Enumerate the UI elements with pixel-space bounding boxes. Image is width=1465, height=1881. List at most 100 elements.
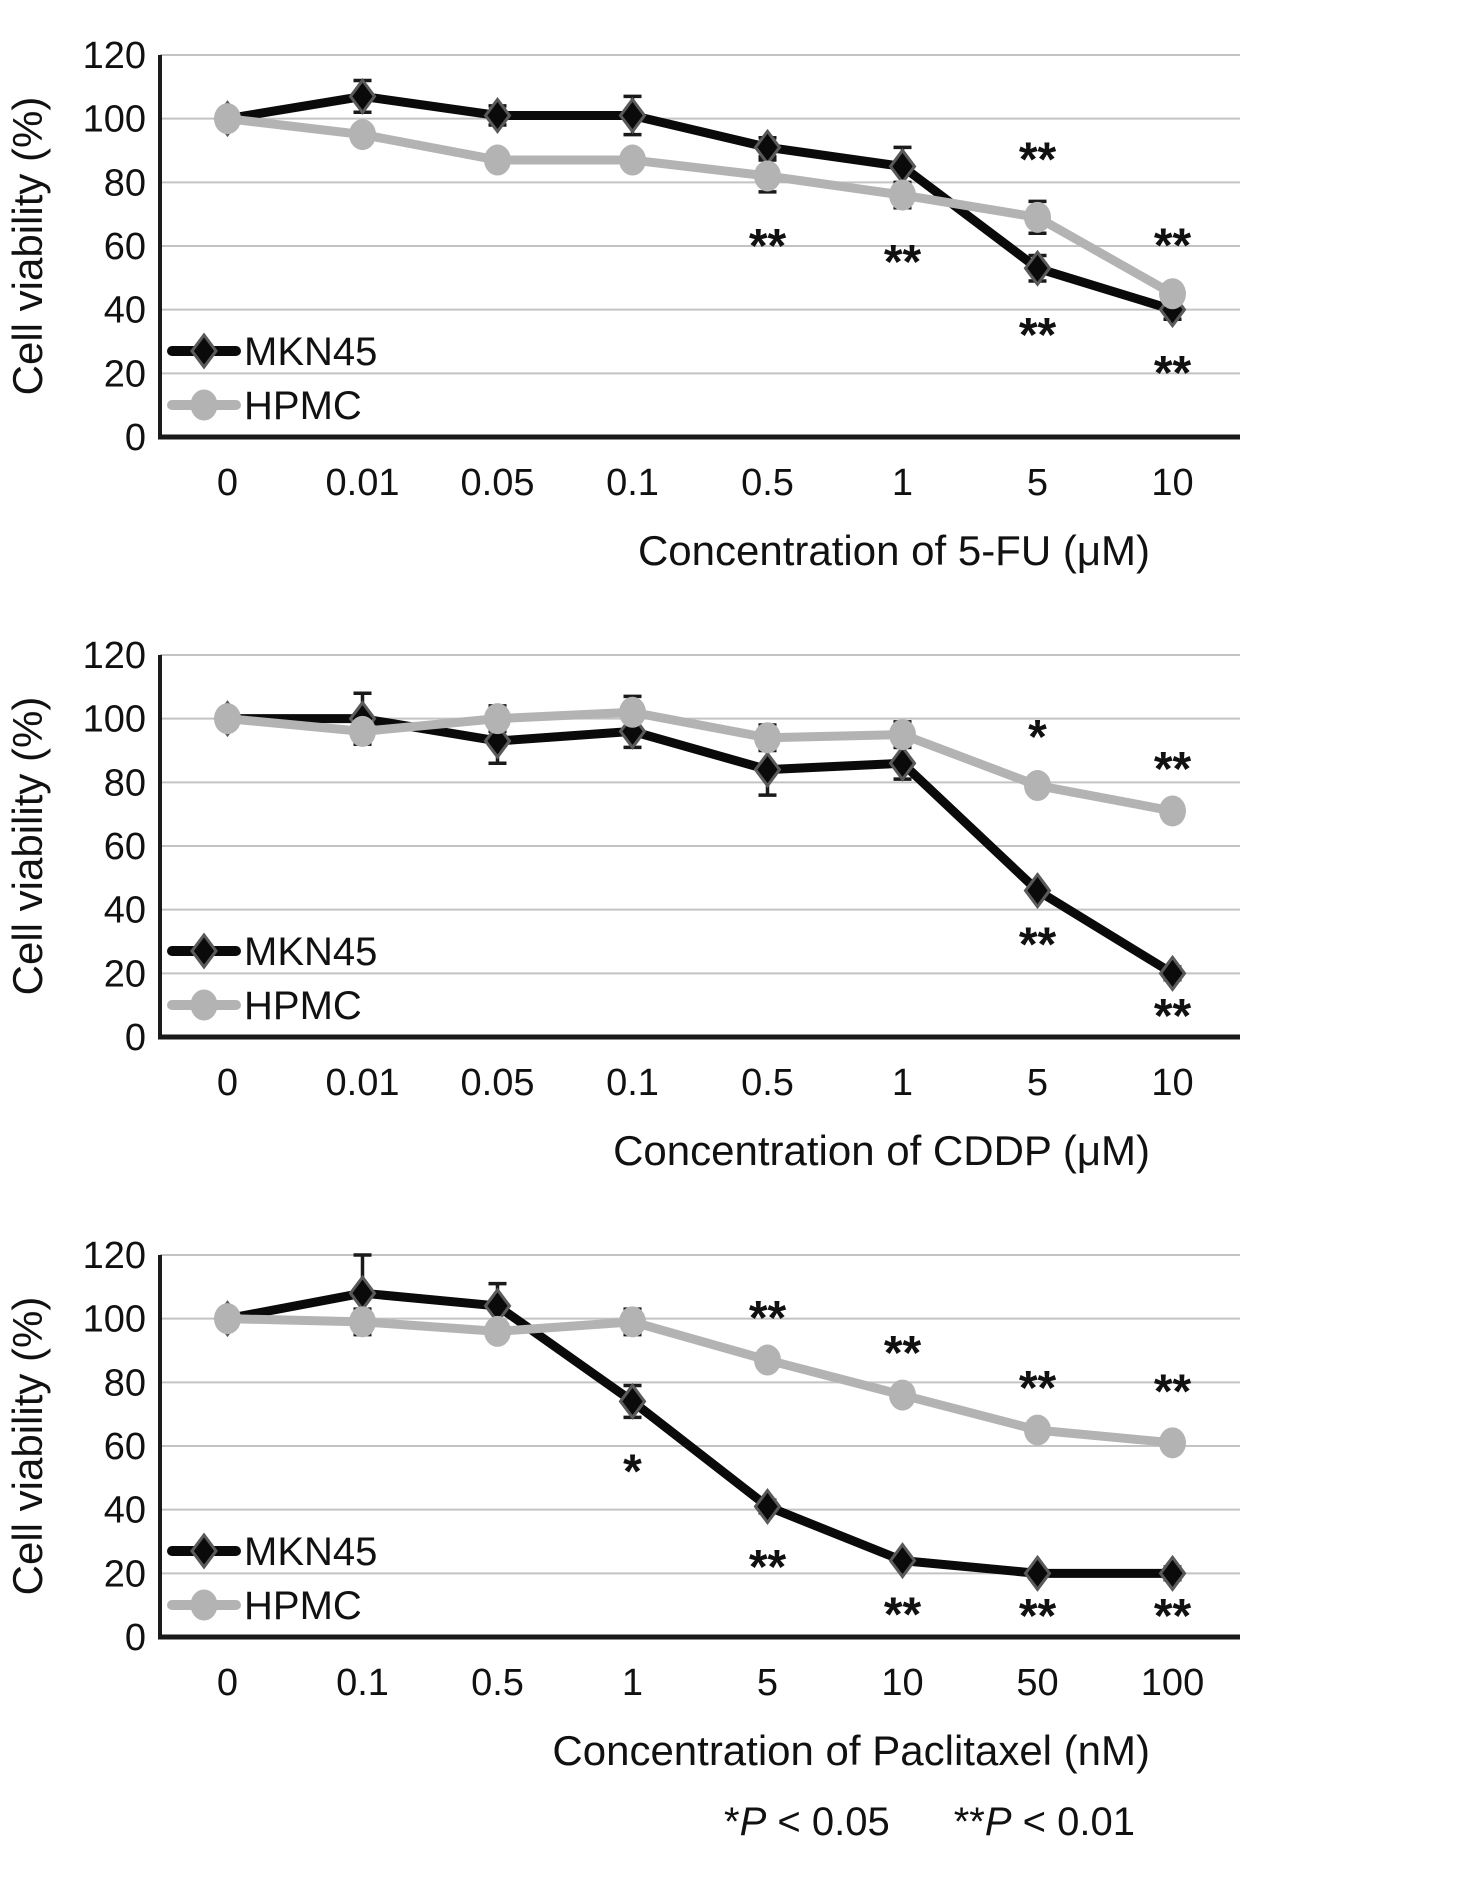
y-tick-label: 60 [104,826,146,868]
significance-footnote: *P < 0.05 **P < 0.01 [0,1800,1465,1880]
significance-marker: ** [1019,309,1057,362]
data-point-hpmc [619,696,646,728]
data-point-mkn45 [618,1382,647,1420]
x-tick-label: 0 [217,1062,238,1104]
x-tick-label: 0.1 [336,1662,389,1704]
y-tick-label: 60 [104,226,146,268]
series-line-mkn45 [223,91,1177,315]
significance-marker: ** [1019,1590,1057,1643]
legend-marker-mkn45 [190,332,218,370]
x-tick-label: 0 [217,1662,238,1704]
data-point-hpmc [1024,201,1051,233]
data-point-hpmc [889,179,916,211]
data-point-hpmc [484,703,511,735]
data-point-hpmc [214,1303,241,1335]
data-point-hpmc [1159,1427,1186,1459]
p-threshold: < 0.05 [766,1800,890,1844]
data-point-hpmc [619,1306,646,1338]
x-tick-label: 0.5 [741,462,794,504]
data-point-mkn45 [1158,954,1187,992]
x-tick-label: 0.05 [461,1062,535,1104]
significance-marker: ** [1019,919,1057,972]
data-point-hpmc [754,1344,781,1376]
p-value-note-005: *P < 0.05 [724,1800,890,1845]
x-tick-label: 1 [622,1662,643,1704]
x-tick-label: 0.1 [606,1062,659,1104]
x-axis-title: Concentration of CDDP (μM) [613,1127,1150,1174]
chart-panel-paclitaxel: * ** ** ** ** ** ** ** ** 0 20 40 60 80 100 120 Cell via… [0,1200,1465,1800]
significance-marker: ** [1154,1365,1192,1418]
x-tick-label: 10 [1151,462,1193,504]
chart-panel-cddp: * ** ** ** 0 20 40 60 80 100 120 Cell viability (%)… [0,600,1465,1200]
y-tick-label: 20 [104,953,146,995]
legend-marker-hpmc [190,989,218,1021]
series-line-hpmc [223,114,1177,299]
data-point-hpmc [349,119,376,151]
x-tick-label: 100 [1141,1662,1204,1704]
legend-marker-mkn45 [190,1532,218,1570]
legend-label: HPMC [244,984,362,1028]
data-point-hpmc [1024,1414,1051,1446]
significance-marker: ** [1019,1362,1057,1415]
data-point-mkn45 [618,96,647,134]
data-point-mkn45 [888,744,917,782]
legend-label: MKN45 [244,330,377,374]
data-point-mkn45 [348,77,377,115]
series-line-hpmc [223,1314,1177,1448]
legend-label: MKN45 [244,930,377,974]
data-point-hpmc [349,1306,376,1338]
y-tick-label: 100 [83,699,146,741]
legend: MKN45 HPMC [167,1530,377,1628]
x-tick-label: 0.1 [606,462,659,504]
x-tick-label: 10 [881,1662,923,1704]
p-value-note-001: **P < 0.01 [954,1800,1135,1845]
x-tick-label: 1 [892,462,913,504]
data-point-mkn45 [483,722,512,760]
significance-marker: ** [749,1541,787,1594]
x-tick-label: 0.01 [326,1062,400,1104]
legend-marker-hpmc [190,389,218,421]
legend-label: HPMC [244,384,362,428]
y-tick-label: 40 [104,290,146,332]
data-point-mkn45 [1158,1554,1187,1592]
series-line-mkn45 [223,714,1177,978]
y-tick-label: 80 [104,162,146,204]
x-tick-label: 1 [892,1062,913,1104]
y-tick-label: 100 [83,99,146,141]
data-point-mkn45 [753,751,782,789]
asterisk-double: ** [953,1800,985,1844]
y-tick-label: 0 [125,1617,146,1659]
x-tick-label: 0.5 [471,1662,524,1704]
significance-marker: ** [884,1589,922,1642]
x-tick-label: 50 [1016,1662,1058,1704]
data-point-hpmc [754,160,781,192]
series-line-hpmc [223,707,1177,816]
x-tick-label: 5 [1027,462,1048,504]
data-point-hpmc [1159,278,1186,310]
data-point-mkn45 [1023,1554,1052,1592]
y-tick-label: 40 [104,1490,146,1532]
x-tick-label: 0.5 [741,1062,794,1104]
significance-marker: ** [884,236,922,289]
y-tick-label: 100 [83,1299,146,1341]
p-symbol: P [739,1800,767,1844]
data-point-mkn45 [348,1274,377,1312]
p-symbol: P [984,1800,1012,1844]
data-point-mkn45 [1023,249,1052,287]
y-tick-label: 80 [104,762,146,804]
legend-label: HPMC [244,1584,362,1628]
data-point-hpmc [484,144,511,176]
chart-panel-5fu: ** ** ** ** ** ** 0 20 40 60 80 100 120 Cell viabilit… [0,0,1465,600]
significance-marker: ** [1154,347,1192,400]
series-line-mkn45 [223,1288,1177,1578]
x-tick-label: 0.01 [326,462,400,504]
x-axis-title: Concentration of Paclitaxel (nM) [552,1727,1150,1774]
y-tick-label: 120 [83,1235,146,1277]
data-point-mkn45 [483,96,512,134]
significance-marker: ** [1154,990,1192,1043]
data-point-mkn45 [1023,872,1052,910]
